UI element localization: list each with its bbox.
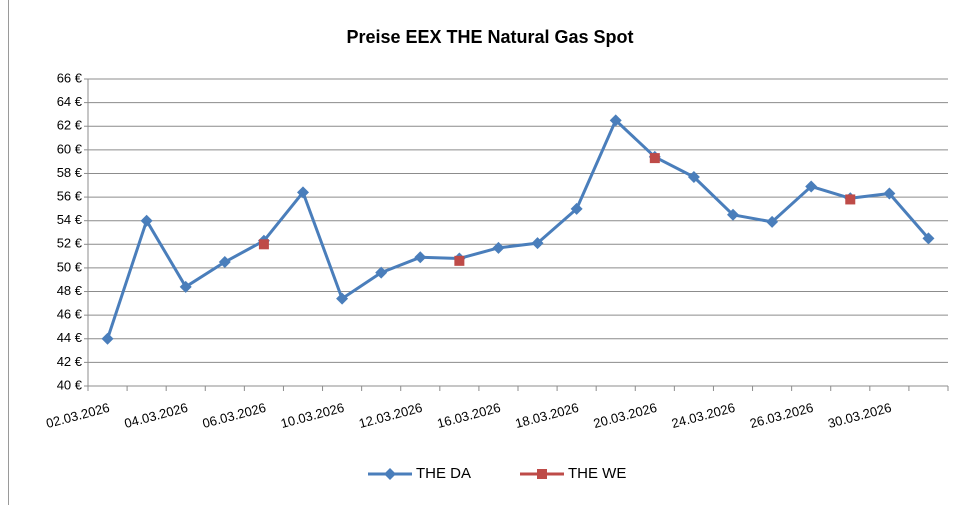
data-point — [687, 171, 700, 184]
data-point — [609, 114, 622, 127]
data-point — [179, 280, 192, 293]
x-tick-label: 24.03.2026 — [670, 400, 737, 431]
y-tick-label: 48 € — [57, 283, 83, 298]
data-point — [649, 153, 660, 164]
data-point — [845, 194, 856, 205]
y-tick-label: 58 € — [57, 165, 83, 180]
data-point — [218, 256, 231, 269]
y-tick-label: 44 € — [57, 330, 83, 345]
legend-marker — [384, 468, 396, 480]
x-tick-label: 04.03.2026 — [123, 400, 190, 431]
data-point — [570, 202, 583, 215]
data-point — [414, 251, 427, 264]
x-tick-label: 20.03.2026 — [592, 400, 659, 431]
data-point — [805, 180, 818, 193]
y-tick-label: 66 € — [57, 70, 83, 85]
y-tick-label: 56 € — [57, 189, 83, 204]
data-point — [766, 215, 779, 228]
x-tick-label: 26.03.2026 — [748, 400, 815, 431]
y-tick-label: 54 € — [57, 212, 83, 227]
x-tick-label: 18.03.2026 — [514, 400, 581, 431]
x-tick-label: 12.03.2026 — [357, 400, 424, 431]
y-tick-label: 40 € — [57, 377, 83, 392]
series-line — [106, 118, 930, 340]
legend-label: THE WE — [568, 465, 626, 482]
data-point — [101, 332, 114, 345]
data-point — [375, 266, 388, 279]
x-tick-label: 02.03.2026 — [44, 400, 111, 431]
y-tick-label: 46 € — [57, 307, 83, 322]
y-tick-label: 60 € — [57, 141, 83, 156]
legend-label: THE DA — [416, 465, 471, 482]
x-tick-label: 10.03.2026 — [279, 400, 346, 431]
data-point — [492, 241, 505, 254]
data-point — [140, 214, 153, 227]
legend-marker — [537, 469, 547, 479]
x-tick-label: 30.03.2026 — [826, 400, 893, 431]
y-tick-label: 50 € — [57, 259, 83, 274]
data-point — [258, 239, 269, 250]
x-tick-label: 06.03.2026 — [201, 400, 268, 431]
y-tick-label: 52 € — [57, 236, 83, 251]
chart-title: Preise EEX THE Natural Gas Spot — [346, 27, 633, 47]
y-tick-label: 64 € — [57, 94, 83, 109]
y-tick-label: 62 € — [57, 118, 83, 133]
data-point — [531, 237, 544, 250]
data-point — [922, 232, 935, 245]
data-point — [727, 208, 739, 221]
data-point — [883, 187, 896, 200]
y-tick-label: 42 € — [57, 354, 83, 369]
data-point — [336, 292, 349, 305]
data-point — [297, 186, 309, 199]
data-point — [454, 255, 465, 266]
x-tick-label: 16.03.2026 — [435, 400, 502, 431]
